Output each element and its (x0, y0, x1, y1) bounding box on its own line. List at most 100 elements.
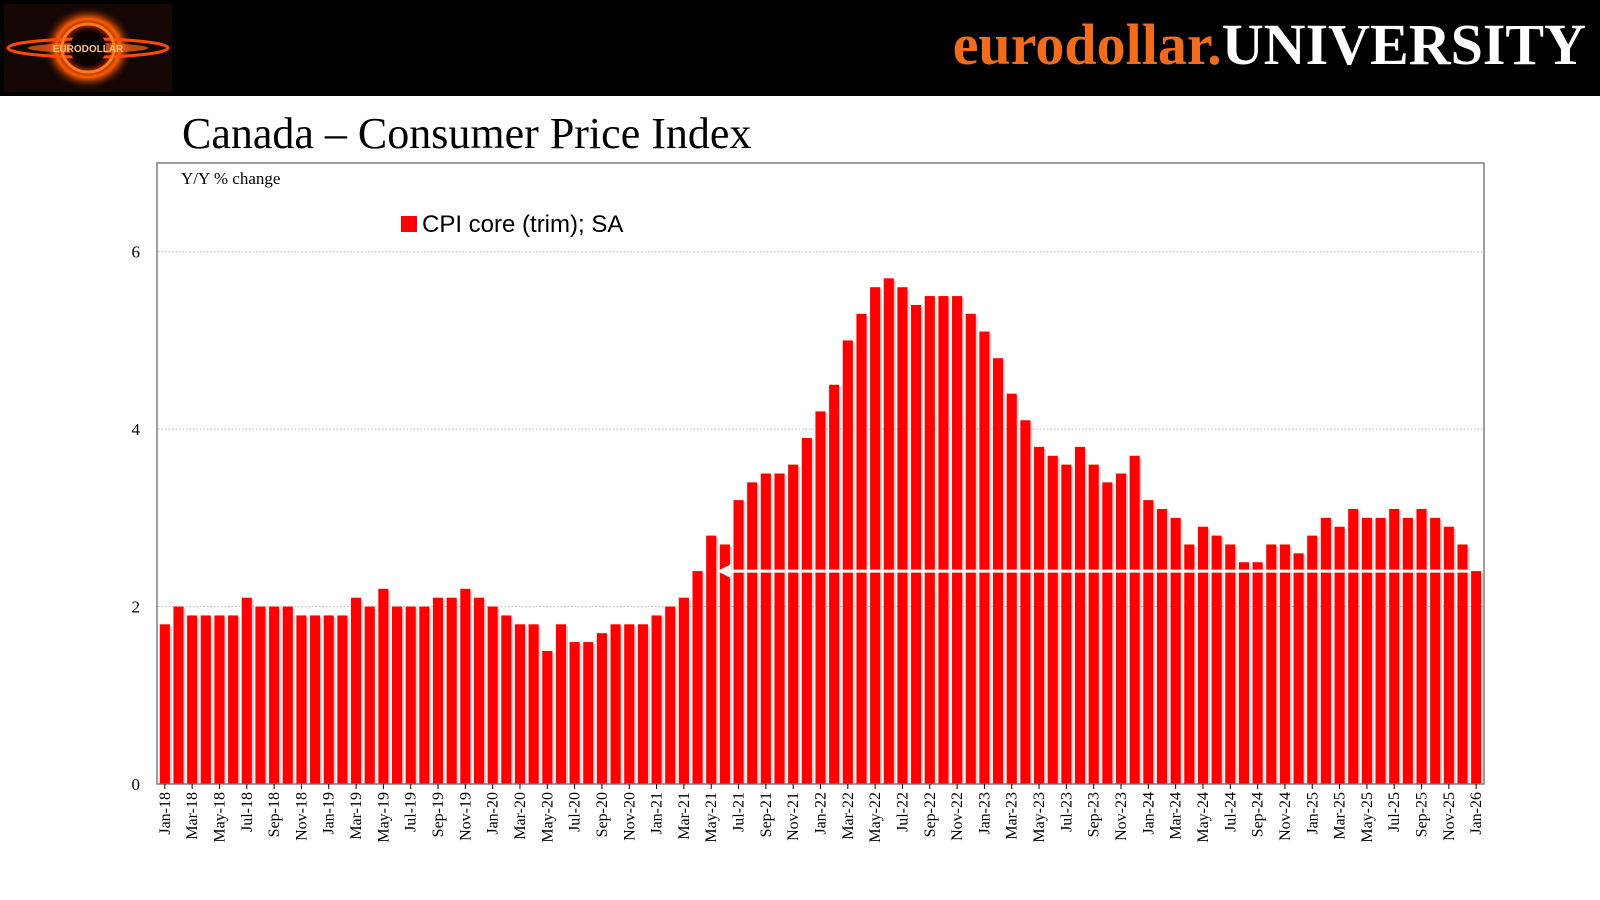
bars (159, 278, 1484, 784)
bar (1197, 526, 1209, 784)
bar (692, 571, 703, 784)
bar (569, 642, 580, 784)
bar (1088, 464, 1099, 784)
bar (801, 438, 812, 784)
x-tick-label: Mar-24 (1168, 792, 1185, 840)
bar (269, 606, 280, 784)
bar (1102, 482, 1113, 784)
bar (1320, 517, 1331, 784)
x-tick-label: Jan-18 (157, 792, 174, 835)
x-tick-label: May-21 (703, 792, 720, 843)
x-tick-label: Nov-20 (621, 792, 638, 841)
bar (829, 384, 840, 784)
bar (542, 650, 553, 784)
bar (1252, 562, 1263, 784)
x-tick-label: Mar-19 (348, 792, 365, 840)
bar (1061, 464, 1072, 784)
bar (1143, 500, 1154, 784)
y-tick-label: 0 (132, 775, 141, 794)
y-axis: 0 2 4 6 (132, 243, 141, 794)
bar (583, 642, 594, 784)
x-tick-label: Nov-21 (785, 792, 802, 841)
brand-part-university: UNIVERSITY (1221, 12, 1586, 77)
x-tick-label: Jul-21 (731, 792, 748, 832)
bar (733, 500, 744, 784)
bar (897, 287, 908, 784)
bar (924, 296, 935, 784)
x-tick-label: Mar-21 (676, 792, 693, 840)
x-tick-label: Sep-24 (1250, 792, 1267, 837)
x-axis: Jan-18 Mar-18 May-18 Jul-18 Sep-18 Nov-18 Jan-… (157, 783, 1485, 843)
bar (1443, 526, 1454, 784)
bar (1225, 544, 1236, 784)
bar (965, 313, 976, 784)
x-tick-label: Jul-22 (894, 792, 911, 832)
x-tick-label: Mar-18 (184, 792, 201, 840)
x-tick-label: Nov-19 (457, 792, 474, 841)
bar (610, 624, 621, 784)
bar (678, 597, 689, 784)
x-tick-label: Jan-26 (1468, 792, 1485, 835)
bar (378, 588, 389, 784)
bar (665, 606, 676, 784)
x-tick-label: Jan-20 (485, 792, 502, 835)
x-tick-label: Sep-21 (758, 792, 775, 837)
bar (432, 597, 444, 784)
x-tick-label: Jan-19 (321, 792, 338, 835)
x-tick-label: Sep-23 (1086, 792, 1103, 837)
x-tick-label: Nov-24 (1277, 792, 1294, 841)
bar (1034, 446, 1045, 784)
bar (460, 588, 471, 784)
y-tick-label: 4 (132, 420, 141, 439)
bar (1375, 517, 1386, 784)
bar (1334, 526, 1345, 784)
x-tick-label: Mar-20 (512, 792, 529, 840)
bar (706, 535, 717, 784)
bar (337, 615, 348, 784)
x-tick-label: Nov-22 (949, 792, 966, 841)
bar (1074, 446, 1086, 784)
bar (351, 597, 362, 784)
bar (364, 606, 375, 784)
bar (883, 278, 894, 784)
annotation-arrow-head (717, 564, 732, 579)
bar (637, 624, 648, 784)
bar (1348, 508, 1359, 784)
header-bar: EURODOLLAR eurodollar.UNIVERSITY (0, 0, 1600, 96)
x-tick-label: Jan-21 (649, 792, 666, 835)
bar (1211, 535, 1222, 784)
bar (788, 464, 799, 784)
bar (911, 304, 922, 784)
x-tick-label: Mar-23 (1004, 792, 1021, 840)
bar (596, 633, 607, 784)
x-tick-label: Sep-19 (430, 792, 447, 837)
bar (1402, 517, 1413, 784)
x-tick-label: May-25 (1359, 792, 1376, 843)
bar (952, 296, 963, 784)
bar (1020, 420, 1031, 784)
bar (200, 615, 211, 784)
bar (173, 606, 184, 784)
bar (760, 473, 771, 784)
bar (1184, 544, 1195, 784)
bar (870, 287, 881, 784)
bar (323, 615, 334, 784)
bar (1430, 517, 1441, 784)
bar (1457, 544, 1468, 784)
bar (528, 624, 539, 784)
bar (856, 313, 867, 784)
x-tick-label: Jul-25 (1386, 792, 1403, 832)
bar (514, 624, 526, 784)
bar (1156, 508, 1168, 784)
brand-wordmark: eurodollar.UNIVERSITY (953, 8, 1586, 82)
x-tick-label: Jan-22 (813, 792, 830, 835)
bar (1279, 544, 1290, 784)
bar (391, 606, 403, 784)
x-tick-label: Jul-19 (403, 792, 420, 832)
x-tick-label: Jan-25 (1304, 792, 1321, 835)
bar (1389, 508, 1400, 784)
bar (446, 597, 457, 784)
x-tick-label: May-19 (375, 792, 392, 843)
bar (747, 482, 758, 784)
bar (1266, 544, 1277, 784)
